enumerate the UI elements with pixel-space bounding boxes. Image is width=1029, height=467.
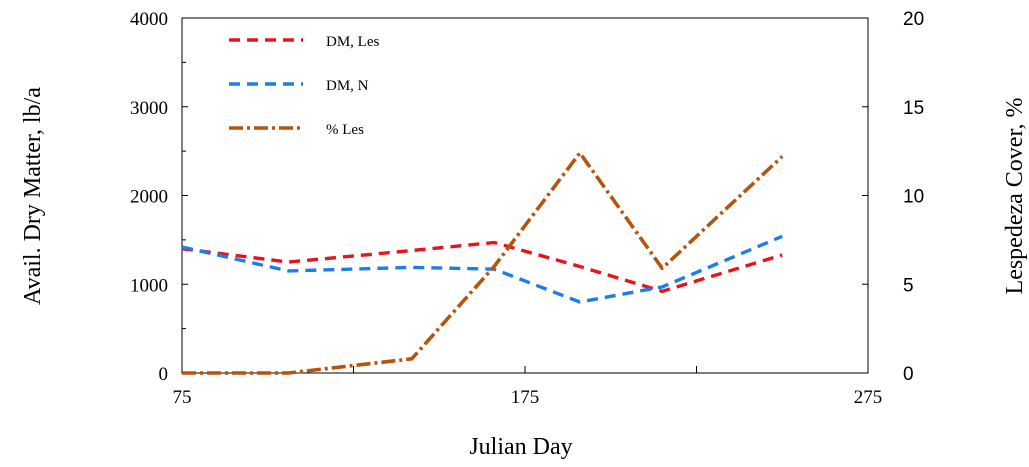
legend: DM, Les DM, N % Les [229,34,379,138]
y2-axis-title: Lespedeza Cover, % [1002,98,1028,295]
x-axis-ticks: 75 175 275 [173,366,883,408]
y2-tick-label: 10 [903,187,924,208]
y2-tick-label: 20 [903,9,924,30]
y2-tick-label: 0 [903,364,914,385]
series-line-3 [182,151,784,375]
x-tick-label: 75 [173,387,192,408]
y-tick-label: 2000 [130,187,168,208]
y-axis-title: Avail. Dry Matter, lb/a [20,87,46,305]
series-line-1 [181,240,783,294]
y2-tick-label: 15 [903,98,924,119]
x-axis-title: Julian Day [469,434,572,460]
x-tick-label: 175 [511,387,540,408]
y-tick-label: 1000 [130,275,168,296]
plot-border [181,17,869,374]
plot-frame [181,17,869,374]
series-line-2 [181,234,783,304]
legend-label: % Les [326,122,364,138]
series-layer [181,151,784,375]
y2-tick-label: 5 [903,275,914,296]
y-tick-label: 0 [159,364,169,385]
x-tick-label: 275 [854,387,883,408]
legend-label: DM, Les [326,34,379,50]
y-tick-label: 4000 [130,9,168,30]
legend-label: DM, N [326,78,369,94]
left-y-axis-ticks: 0 1000 2000 3000 4000 [130,9,188,385]
y-tick-label: 3000 [130,98,168,119]
right-y-axis-ticks: 0 5 10 15 20 [862,9,924,385]
